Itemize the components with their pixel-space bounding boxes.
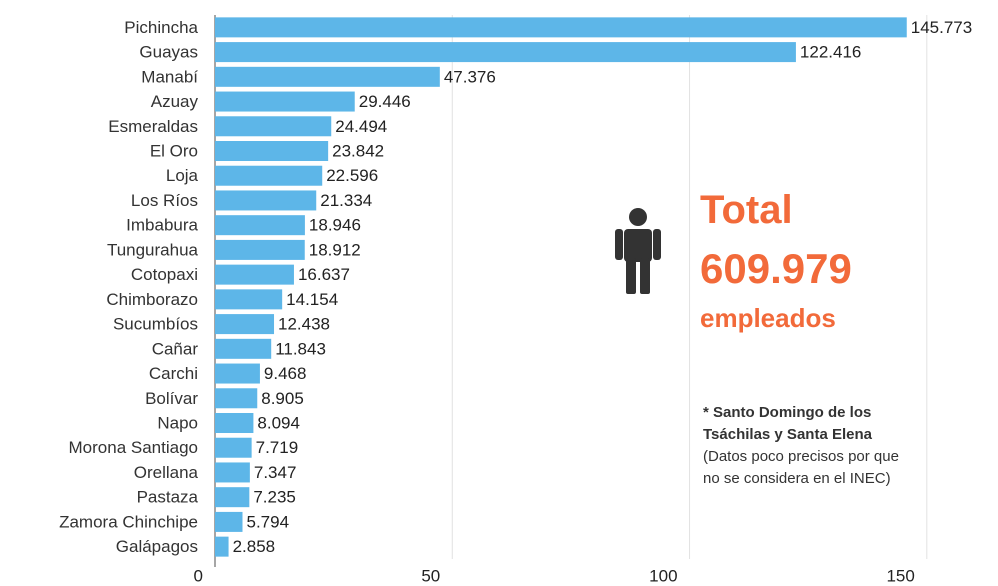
- value-label: 11.843: [275, 339, 326, 358]
- category-label: Imbabura: [126, 216, 198, 235]
- category-label: Azuay: [151, 92, 199, 111]
- bar: [215, 239, 305, 260]
- category-label: Bolívar: [145, 389, 198, 408]
- value-label: 18.912: [309, 240, 361, 259]
- value-label: 2.858: [233, 537, 276, 556]
- category-label: Morona Santiago: [69, 438, 198, 457]
- category-label: Carchi: [149, 364, 198, 383]
- category-label: Esmeraldas: [108, 117, 198, 136]
- value-label: 23.842: [332, 141, 384, 160]
- bar: [215, 116, 332, 137]
- bar: [215, 388, 258, 409]
- value-label: 18.946: [309, 216, 361, 235]
- value-label: 14.154: [286, 290, 338, 309]
- x-tick-label: 100: [649, 566, 677, 585]
- value-label: 12.438: [278, 315, 330, 334]
- note: * Santo Domingo de los Tsáchilas y Santa…: [703, 402, 913, 490]
- bar: [215, 437, 252, 458]
- bar: [215, 215, 305, 236]
- x-tick-label: 150: [886, 566, 914, 585]
- category-label: Manabí: [141, 67, 198, 86]
- value-label: 122.416: [800, 43, 861, 62]
- total-unit: empleados: [700, 303, 836, 333]
- bar: [215, 338, 272, 359]
- bar: [215, 413, 254, 433]
- x-tick-label: 50: [421, 566, 440, 585]
- value-label: 7.347: [254, 463, 297, 482]
- bar: [215, 462, 250, 483]
- value-label: 47.376: [444, 67, 496, 86]
- bar: [215, 511, 243, 532]
- note-text: (Datos poco precisos por que no se consi…: [703, 448, 899, 487]
- value-label: 8.094: [257, 413, 300, 432]
- note-bold: * Santo Domingo de los Tsáchilas y Santa…: [703, 404, 872, 443]
- value-label: 9.468: [264, 364, 307, 383]
- value-label: 16.637: [298, 265, 350, 284]
- value-label: 7.235: [253, 488, 296, 507]
- bar: [215, 289, 283, 310]
- category-label: Guayas: [139, 43, 198, 62]
- category-label: Cotopaxi: [131, 265, 198, 284]
- category-label: Los Ríos: [131, 191, 198, 210]
- category-label: Napo: [157, 413, 198, 432]
- category-label: Orellana: [134, 463, 199, 482]
- value-label: 29.446: [359, 92, 411, 111]
- bar: [215, 264, 294, 285]
- category-label: Galápagos: [116, 537, 198, 556]
- category-label: Pichincha: [124, 18, 198, 37]
- total-value: 609.979: [700, 245, 852, 292]
- category-label: Chimborazo: [106, 290, 198, 309]
- bar: [215, 141, 329, 161]
- bar: [215, 190, 317, 211]
- bar: [215, 363, 260, 384]
- value-label: 7.719: [256, 438, 299, 457]
- bar: [215, 91, 355, 112]
- category-label: Pastaza: [137, 488, 199, 507]
- bar: [215, 487, 250, 508]
- value-label: 8.905: [261, 389, 304, 408]
- value-label: 5.794: [246, 512, 289, 531]
- category-label: Zamora Chinchipe: [59, 512, 198, 531]
- person-icon: [615, 208, 661, 294]
- category-label: Cañar: [152, 339, 199, 358]
- bar: [215, 42, 796, 63]
- category-label: El Oro: [150, 141, 198, 160]
- bar: [215, 66, 440, 87]
- value-label: 145.773: [911, 18, 972, 37]
- value-label: 21.334: [320, 191, 372, 210]
- category-label: Loja: [166, 166, 199, 185]
- bar: [215, 314, 275, 335]
- bar: [215, 165, 323, 186]
- bar: [215, 536, 229, 557]
- category-label: Tungurahua: [107, 240, 199, 259]
- value-label: 24.494: [335, 117, 387, 136]
- total-label: Total: [700, 188, 793, 232]
- value-label: 22.596: [326, 166, 378, 185]
- category-label: Sucumbíos: [113, 315, 198, 334]
- x-tick-label: 0: [194, 566, 203, 585]
- bar: [215, 17, 907, 38]
